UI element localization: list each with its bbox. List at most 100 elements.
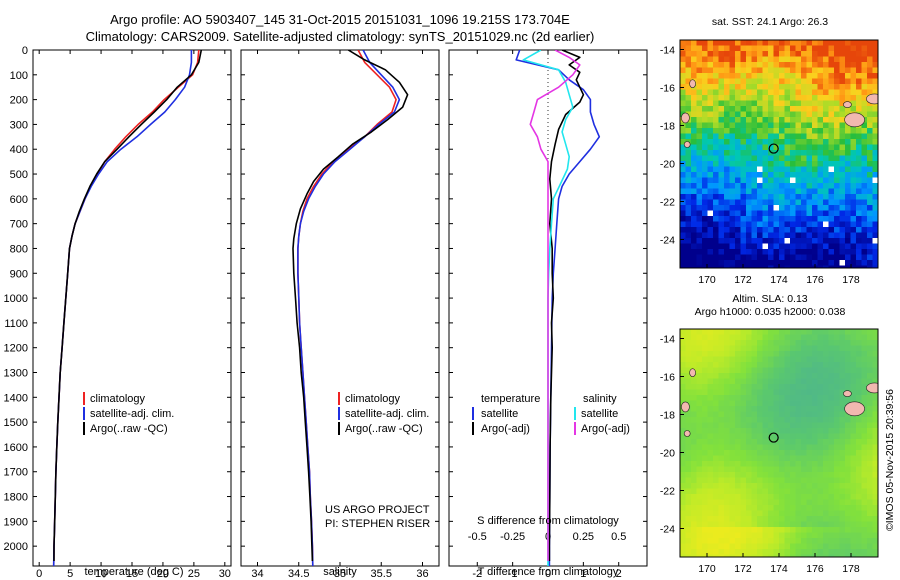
map-cell xyxy=(768,194,775,201)
map-cell xyxy=(702,205,709,212)
map-cell xyxy=(828,67,835,74)
map-cell xyxy=(795,62,802,69)
map-cell xyxy=(746,40,753,47)
map-cell xyxy=(845,260,852,267)
map-cell xyxy=(795,199,802,206)
map-cell xyxy=(828,549,835,556)
map-cell xyxy=(746,340,753,347)
map-cell xyxy=(806,516,813,523)
map-cell xyxy=(845,455,852,462)
map-cell xyxy=(702,254,709,261)
map-cell xyxy=(762,144,769,151)
map-cell xyxy=(856,73,863,80)
map-cell xyxy=(757,221,764,228)
map-cell xyxy=(790,461,797,468)
map-cell xyxy=(685,477,692,484)
map-cell xyxy=(718,516,725,523)
map-cell xyxy=(757,439,764,446)
map-cell xyxy=(724,549,731,556)
map-cell xyxy=(850,444,857,451)
map-cell xyxy=(735,472,742,479)
map-cell xyxy=(757,128,764,135)
map-cell xyxy=(790,133,797,140)
map-cell xyxy=(696,428,703,435)
map-cell xyxy=(779,62,786,69)
map-cell xyxy=(839,210,846,217)
map-cell xyxy=(861,367,868,374)
map-cell xyxy=(784,150,791,157)
map-cell xyxy=(790,417,797,424)
map-cell xyxy=(861,172,868,179)
map-cell xyxy=(801,422,808,429)
map-cell xyxy=(801,340,808,347)
map-cell xyxy=(773,216,780,223)
map-cell xyxy=(768,483,775,490)
map-cell xyxy=(713,554,720,557)
map-cell xyxy=(812,45,819,52)
map-cell xyxy=(718,367,725,374)
map-cell xyxy=(718,477,725,484)
map-cell xyxy=(850,45,857,52)
map-cell xyxy=(817,400,824,407)
map-cell xyxy=(828,84,835,91)
map-cell xyxy=(680,100,687,107)
legend-label: climatology xyxy=(345,393,401,405)
map-cell xyxy=(757,521,764,528)
map-cell xyxy=(812,194,819,201)
map-cell xyxy=(685,417,692,424)
map-cell xyxy=(740,389,747,396)
map-cell xyxy=(839,472,846,479)
map-cell xyxy=(834,428,841,435)
map-cell xyxy=(685,221,692,228)
map-cell xyxy=(729,155,736,162)
map-cell xyxy=(729,461,736,468)
map-cell xyxy=(691,238,698,245)
x-tick-label: 10 xyxy=(95,568,107,580)
map-cell xyxy=(773,172,780,179)
map-cell xyxy=(707,155,714,162)
map-cell xyxy=(850,505,857,512)
map-cell xyxy=(746,373,753,380)
map-cell xyxy=(817,111,824,118)
map-cell xyxy=(740,89,747,96)
map-cell xyxy=(867,111,874,118)
map-cell xyxy=(801,177,808,184)
map-cell xyxy=(729,532,736,539)
map-cell xyxy=(806,483,813,490)
map-cell xyxy=(680,362,687,369)
map-cell xyxy=(779,516,786,523)
map-cell xyxy=(762,532,769,539)
map-cell xyxy=(751,194,758,201)
map-cell xyxy=(823,243,830,250)
map-cell xyxy=(823,538,830,545)
map-cell xyxy=(702,227,709,234)
map-cell xyxy=(691,362,698,369)
map-cell xyxy=(773,395,780,402)
map-cell xyxy=(801,428,808,435)
map-cell xyxy=(740,329,747,336)
map-cell xyxy=(746,516,753,523)
map-cell xyxy=(680,521,687,528)
map-cell xyxy=(828,351,835,358)
map-cell xyxy=(757,117,764,124)
map-cell xyxy=(795,260,802,267)
map-cell xyxy=(861,477,868,484)
map-cell xyxy=(823,455,830,462)
map-cell xyxy=(691,95,698,102)
map-cell xyxy=(746,356,753,363)
map-cell xyxy=(845,554,852,557)
map-cell xyxy=(795,51,802,58)
map-cell xyxy=(696,389,703,396)
map-cell xyxy=(713,139,720,146)
map-cell xyxy=(861,89,868,96)
map-cell xyxy=(801,188,808,195)
map-cell xyxy=(812,516,819,523)
map-cell xyxy=(696,45,703,52)
map-cell xyxy=(850,356,857,363)
map-cell xyxy=(707,205,714,212)
map-cell xyxy=(735,249,742,256)
map-cell xyxy=(839,139,846,146)
map-cell xyxy=(812,351,819,358)
map-cell xyxy=(735,417,742,424)
map-cell xyxy=(691,221,698,228)
